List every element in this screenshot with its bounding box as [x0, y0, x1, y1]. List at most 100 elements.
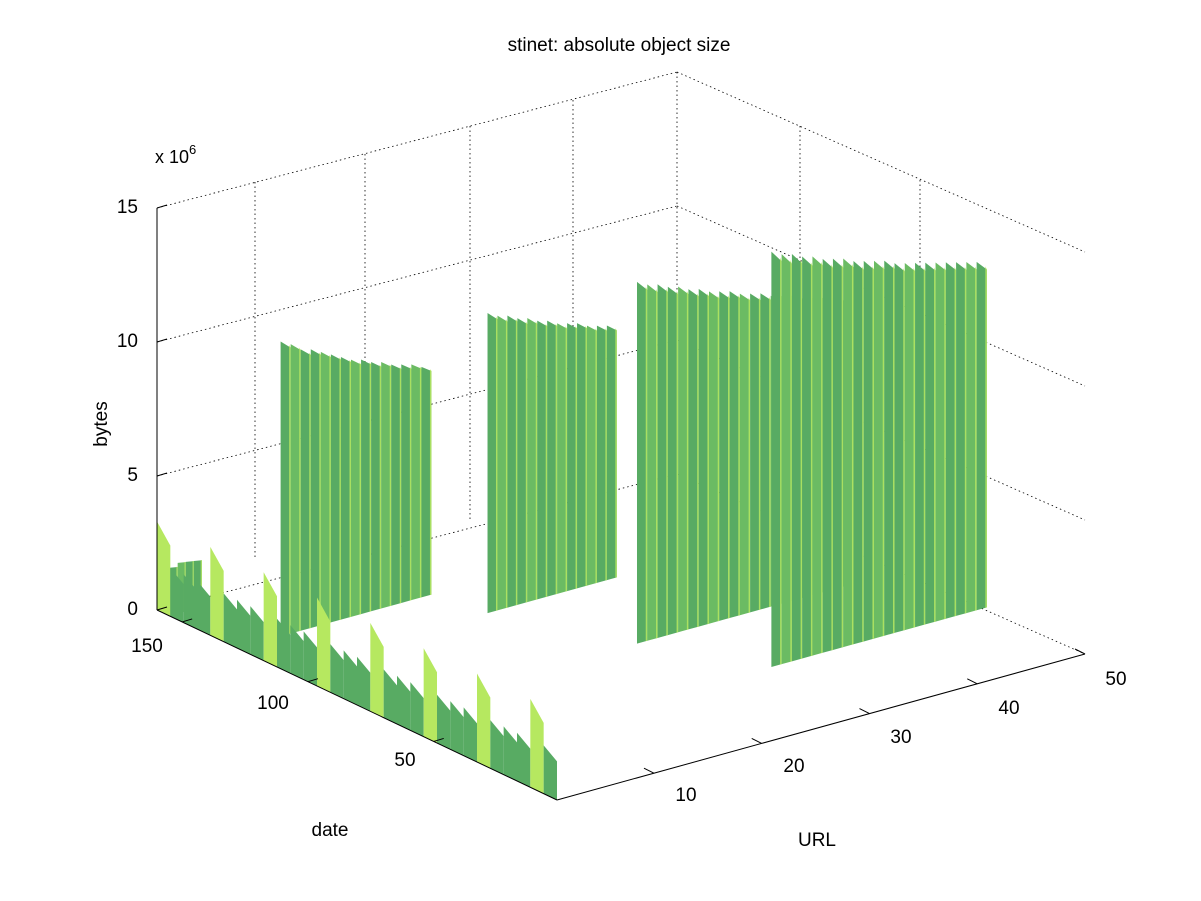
surface-highlight	[780, 257, 782, 665]
surface-front-ridge	[477, 673, 491, 769]
surface-panel	[657, 284, 668, 638]
surface-panel	[280, 341, 291, 637]
surface-panel	[381, 361, 392, 609]
surface-panel	[894, 263, 905, 633]
y-tick-label: 150	[131, 636, 163, 657]
surface-panel	[351, 359, 362, 617]
surface-highlight	[309, 352, 311, 629]
surface-highlight	[535, 321, 538, 600]
z-axis-label: bytes	[91, 401, 112, 446]
surface-front-ridge	[303, 631, 317, 686]
surface-front-ridge	[357, 656, 371, 712]
surface-panel	[791, 253, 803, 662]
surface-panel	[729, 291, 740, 619]
surface-panel	[537, 320, 548, 600]
surface-front-ridge	[157, 521, 171, 617]
surface-panel	[330, 354, 341, 623]
surface-panel	[915, 262, 926, 628]
surface-panel	[750, 293, 761, 613]
surface-highlight	[525, 321, 528, 603]
surface-highlight	[934, 267, 936, 623]
surface-front-ridge	[250, 606, 264, 661]
tick-marks	[156, 204, 1086, 774]
surface-panel	[320, 351, 331, 626]
surface-panel	[822, 258, 833, 653]
surface-highlight	[349, 359, 352, 618]
surface-front-ridge	[317, 597, 331, 693]
surface-front-ridge	[410, 682, 424, 737]
surface-panel	[976, 261, 987, 611]
surface-panel	[310, 349, 321, 628]
surface-highlight	[728, 295, 730, 619]
surface-highlight	[289, 345, 291, 634]
y-tick	[182, 618, 193, 623]
surface-panel	[577, 323, 587, 589]
surface-panel	[874, 260, 885, 639]
surface-front-ridge	[330, 644, 344, 699]
surface-front-ridge	[263, 572, 277, 667]
surface-panel	[904, 262, 916, 631]
x-tick	[751, 737, 762, 744]
surface-panel	[925, 262, 936, 625]
surface-panel	[678, 286, 689, 633]
surface-front-ridge	[383, 669, 397, 724]
surface-front-ridge	[237, 599, 251, 655]
x-tick-label: 20	[783, 756, 804, 777]
surface-panel	[832, 258, 844, 650]
surface-panel	[517, 318, 528, 605]
surface-panel	[956, 262, 967, 616]
y-tick-labels: 150 100 50	[131, 636, 415, 771]
surface-highlight	[800, 259, 803, 659]
surface-highlight	[565, 326, 568, 592]
surface-panel	[290, 344, 301, 634]
x-tick	[1074, 648, 1086, 655]
surface-highlight	[769, 297, 771, 608]
z-tick	[156, 472, 168, 477]
surface-highlight	[954, 267, 957, 617]
surface-highlight	[656, 289, 658, 639]
surface-panel	[966, 261, 977, 614]
z-tick-labels: 15 10 5 0	[117, 197, 138, 620]
surface-highlight	[369, 362, 372, 612]
surface-highlight	[717, 295, 720, 622]
z-exponent-base: x 10	[155, 147, 189, 167]
surface-panel	[843, 258, 854, 648]
x-tick-label: 50	[1105, 669, 1126, 690]
surface-panel	[739, 293, 751, 616]
surface-highlight	[409, 366, 412, 601]
surface-panel	[667, 286, 679, 636]
surface-front-ridge	[290, 625, 304, 680]
surface-front-ridge	[490, 720, 504, 775]
y-axis-line	[156, 609, 558, 801]
surface-front-ridge	[197, 580, 211, 636]
x-tick	[967, 678, 978, 685]
chart-title: stinet: absolute object size	[508, 35, 731, 56]
surface-panel	[547, 320, 558, 597]
surface-front-ridge	[530, 698, 544, 794]
surface-highlight	[892, 265, 895, 634]
surface-highlight	[686, 291, 689, 630]
surface-highlight	[748, 297, 751, 613]
surface-highlight	[615, 328, 617, 578]
surface-panel	[802, 256, 813, 659]
x-axis-label: URL	[798, 830, 836, 851]
surface-panel	[361, 359, 372, 615]
surface-highlight	[676, 291, 679, 633]
z-tick-label: 15	[117, 197, 138, 218]
surface-panel	[421, 366, 432, 598]
surface-highlight	[389, 364, 392, 607]
z-tick-label: 10	[117, 331, 138, 352]
surface-highlight	[585, 326, 587, 587]
surface-panel	[391, 364, 402, 606]
surface-highlight	[882, 265, 885, 637]
y-axis-label: date	[312, 820, 349, 841]
z-tick	[156, 606, 168, 611]
surface-panel	[945, 262, 957, 619]
surface	[157, 251, 987, 800]
surface-front-ridge	[450, 701, 464, 756]
x-tick	[643, 767, 655, 774]
surface-panel	[606, 325, 617, 581]
z-tick	[156, 204, 168, 209]
surface-panel	[781, 254, 792, 665]
